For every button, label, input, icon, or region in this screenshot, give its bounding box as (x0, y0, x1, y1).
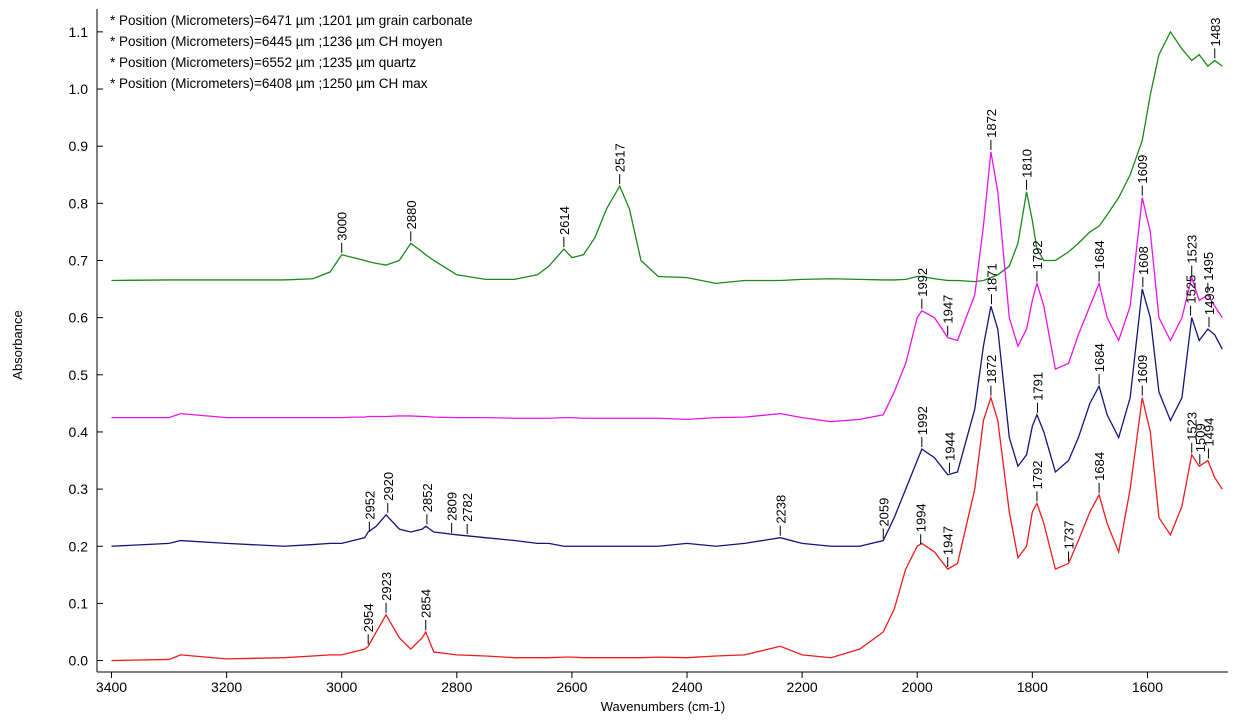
x-tick-label: 2400 (671, 679, 702, 695)
peak-label: 2923 (379, 572, 394, 601)
x-tick-label: 1600 (1132, 679, 1163, 695)
peak-label: 1483 (1208, 18, 1223, 47)
peak-label: 1792 (1030, 240, 1045, 269)
peak-label: 1947 (941, 526, 956, 555)
x-tick-label: 2600 (556, 679, 587, 695)
legend-entry: * Position (Micrometers)=6445 µm ;1236 µ… (110, 34, 443, 49)
x-tick-label: 3000 (326, 679, 357, 695)
series-line (111, 151, 1223, 423)
y-tick-label: 0.5 (69, 367, 89, 383)
series-line (111, 288, 1223, 547)
peak-label: 1684 (1092, 452, 1107, 481)
peak-label: 1872 (984, 109, 999, 138)
peak-label: 1871 (984, 263, 999, 292)
peak-label: 1493 (1202, 286, 1217, 315)
peak-label: 1992 (915, 406, 930, 435)
peak-label: 1994 (914, 503, 929, 532)
y-tick-label: 0.9 (69, 138, 89, 154)
y-tick-label: 0.1 (69, 595, 89, 611)
peak-label: 1810 (1020, 149, 1035, 178)
x-tick-label: 2200 (787, 679, 818, 695)
peak-label: 1525 (1184, 275, 1199, 304)
peak-label: 1872 (984, 355, 999, 384)
y-tick-label: 0.7 (69, 252, 89, 268)
peak-label: 2517 (613, 143, 628, 172)
peak-label: 1684 (1092, 343, 1107, 372)
peak-label: 2854 (419, 589, 434, 618)
peak-label: 1494 (1201, 418, 1216, 447)
peak-label: 1509 (1193, 423, 1208, 452)
legend-entry: * Position (Micrometers)=6552 µm ;1235 µ… (110, 55, 417, 70)
peak-label: 2880 (404, 200, 419, 229)
y-tick-label: 1.0 (69, 81, 89, 97)
x-axis-label: Wavenumbers (cm-1) (601, 699, 725, 714)
peak-label: 2920 (381, 472, 396, 501)
peak-label: 1791 (1031, 372, 1046, 401)
peak-label: 2238 (773, 495, 788, 524)
y-tick-label: 1.1 (69, 24, 89, 40)
peak-label: 1523 (1185, 235, 1200, 264)
x-tick-label: 2000 (902, 679, 933, 695)
peak-label: 2852 (420, 483, 435, 512)
peak-label: 2614 (557, 206, 572, 235)
y-tick-label: 0.0 (69, 653, 89, 669)
peak-label: 1523 (1185, 412, 1200, 441)
x-tick-label: 1800 (1017, 679, 1048, 695)
x-tick-label: 3200 (211, 679, 242, 695)
peak-label: 2782 (460, 493, 475, 522)
x-tick-label: 3400 (96, 679, 127, 695)
y-tick-label: 0.4 (69, 424, 89, 440)
y-axis-label: Absorbance (10, 310, 25, 379)
series-line (111, 30, 1223, 284)
y-tick-label: 0.8 (69, 195, 89, 211)
peak-label: 1992 (915, 268, 930, 297)
peak-label: 1944 (942, 432, 957, 461)
peak-label: 1684 (1092, 240, 1107, 269)
y-tick-label: 0.2 (69, 538, 89, 554)
peak-label: 1608 (1136, 246, 1151, 275)
peak-label: 1609 (1135, 355, 1150, 384)
peak-label: 1792 (1030, 460, 1045, 489)
y-tick-label: 0.3 (69, 481, 89, 497)
peak-label: 1947 (941, 295, 956, 324)
peak-label: 2954 (361, 603, 376, 632)
y-tick-label: 0.6 (69, 310, 89, 326)
legend-entry: * Position (Micrometers)=6408 µm ;1250 µ… (110, 76, 428, 91)
peak-label: 2059 (876, 498, 891, 527)
peak-label: 2809 (445, 492, 460, 521)
peak-label: 1495 (1201, 252, 1216, 281)
x-tick-label: 2800 (441, 679, 472, 695)
peak-label: 1737 (1062, 520, 1077, 549)
legend-entry: * Position (Micrometers)=6471 µm ;1201 µ… (110, 13, 473, 28)
peak-label: 2952 (362, 491, 377, 520)
series-line (111, 395, 1223, 662)
peak-label: 3000 (335, 212, 350, 241)
peak-label: 1609 (1135, 155, 1150, 184)
